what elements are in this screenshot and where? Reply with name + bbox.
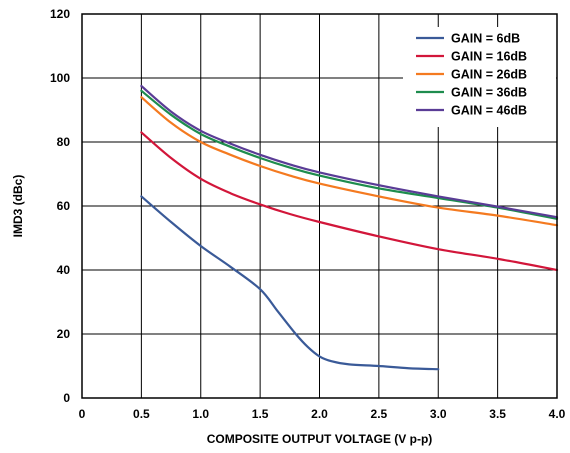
series-line xyxy=(140,96,559,227)
y-tick-label: 20 xyxy=(57,327,71,341)
legend-label: GAIN = 26dB xyxy=(451,68,527,82)
x-tick-label: 3.5 xyxy=(489,407,506,421)
x-tick-label: 4.0 xyxy=(549,407,566,421)
x-tick-label: 2.0 xyxy=(311,407,328,421)
legend-label: GAIN = 6dB xyxy=(451,32,520,46)
series-lines xyxy=(140,84,559,371)
y-tick-labels: 0 20 40 60 80 100 120 xyxy=(50,7,70,405)
y-tick-label: 60 xyxy=(57,199,71,213)
series-line xyxy=(140,131,559,272)
x-axis-title: COMPOSITE OUTPUT VOLTAGE (V p-p) xyxy=(207,432,433,446)
y-tick-label: 80 xyxy=(57,135,71,149)
x-tick-label: 2.5 xyxy=(371,407,388,421)
series-line xyxy=(140,89,559,220)
legend-label: GAIN = 36dB xyxy=(451,86,527,100)
legend-label: GAIN = 46dB xyxy=(451,104,527,118)
x-tick-label: 3.0 xyxy=(430,407,447,421)
x-tick-label: 0 xyxy=(79,407,86,421)
series-line xyxy=(140,84,559,219)
y-tick-label: 0 xyxy=(63,391,70,405)
x-tick-label: 0.5 xyxy=(133,407,150,421)
legend: GAIN = 6dB GAIN = 16dB GAIN = 26dB GAIN = 3… xyxy=(403,27,556,127)
legend-label: GAIN = 16dB xyxy=(451,50,527,64)
y-tick-label: 120 xyxy=(50,7,70,21)
y-tick-label: 100 xyxy=(50,71,70,85)
x-tick-label: 1.0 xyxy=(192,407,209,421)
y-tick-label: 40 xyxy=(57,263,71,277)
x-tick-labels: 0 0.5 1.0 1.5 2.0 2.5 3.0 3.5 4.0 xyxy=(79,407,566,421)
x-tick-label: 1.5 xyxy=(252,407,269,421)
y-axis-title: IMD3 (dBc) xyxy=(11,175,25,238)
series-line xyxy=(140,195,440,371)
grid xyxy=(81,13,558,399)
plot-frame xyxy=(81,13,558,399)
